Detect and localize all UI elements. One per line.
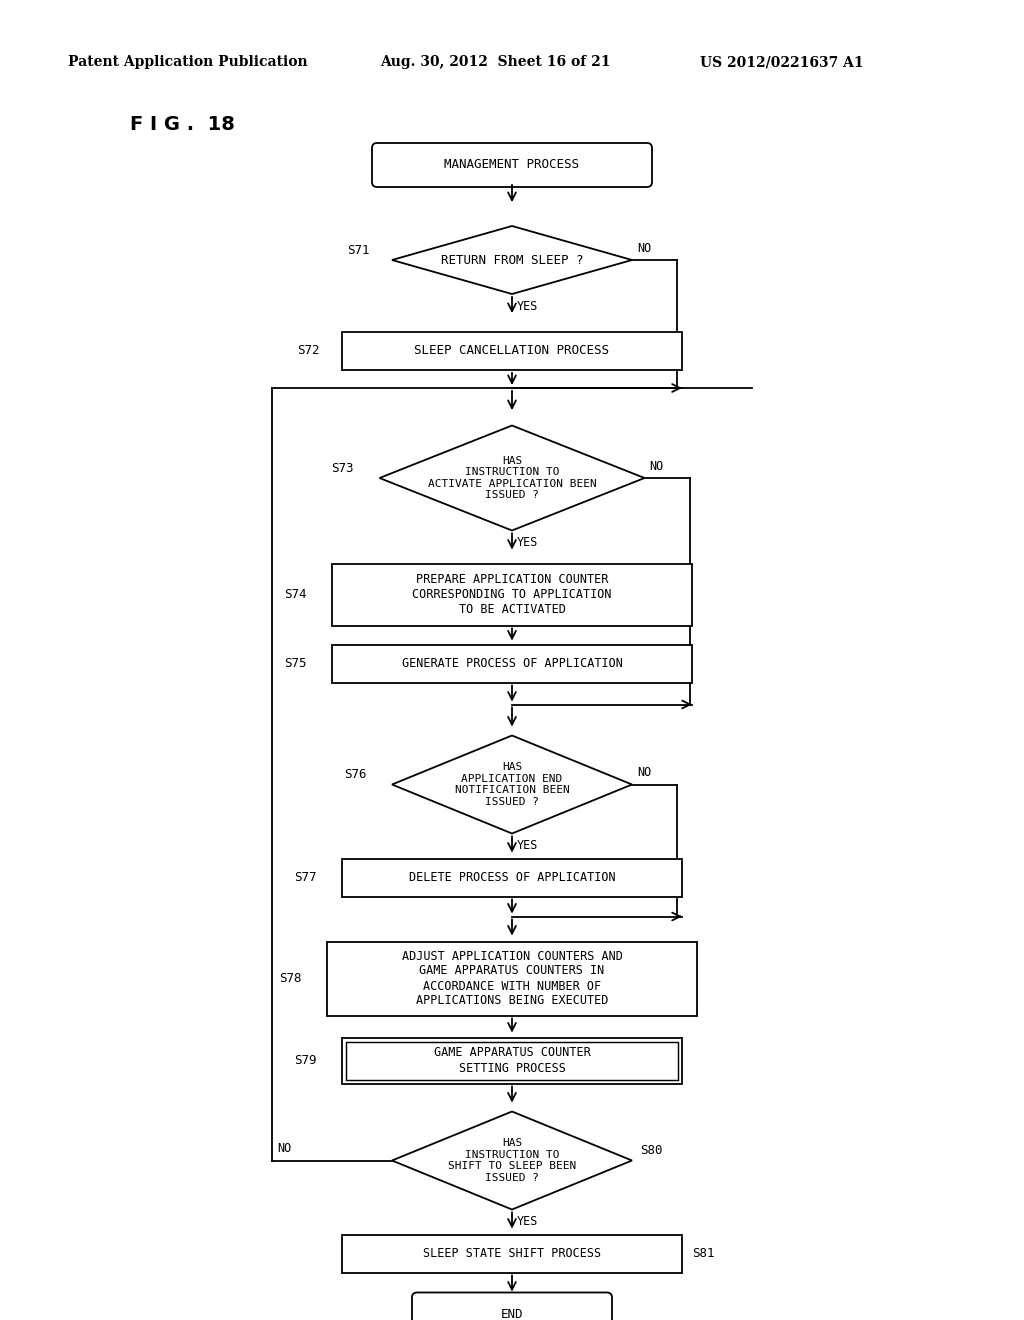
Bar — [327, 941, 697, 1015]
Text: MANAGEMENT PROCESS: MANAGEMENT PROCESS — [444, 158, 580, 172]
Bar — [332, 564, 692, 626]
Bar — [346, 1041, 678, 1080]
Text: S78: S78 — [279, 972, 301, 985]
Bar — [342, 333, 682, 370]
Text: S71: S71 — [347, 243, 370, 256]
Text: S73: S73 — [332, 462, 354, 474]
Text: RETURN FROM SLEEP ?: RETURN FROM SLEEP ? — [440, 253, 584, 267]
Text: NO: NO — [637, 766, 651, 779]
Text: S79: S79 — [294, 1053, 316, 1067]
Bar — [342, 1038, 682, 1084]
Text: HAS
INSTRUCTION TO
ACTIVATE APPLICATION BEEN
ISSUED ?: HAS INSTRUCTION TO ACTIVATE APPLICATION … — [428, 455, 596, 500]
Bar — [332, 644, 692, 682]
Polygon shape — [380, 425, 644, 531]
Bar — [342, 1234, 682, 1272]
Text: F I G .  18: F I G . 18 — [130, 115, 234, 135]
FancyBboxPatch shape — [372, 143, 652, 187]
Text: NO: NO — [637, 242, 651, 255]
Text: YES: YES — [517, 536, 539, 549]
Text: S81: S81 — [692, 1247, 715, 1261]
Text: SLEEP CANCELLATION PROCESS: SLEEP CANCELLATION PROCESS — [415, 345, 609, 358]
Text: NO: NO — [649, 459, 664, 473]
Text: US 2012/0221637 A1: US 2012/0221637 A1 — [700, 55, 863, 69]
Text: YES: YES — [517, 840, 539, 851]
Text: HAS
INSTRUCTION TO
SHIFT TO SLEEP BEEN
ISSUED ?: HAS INSTRUCTION TO SHIFT TO SLEEP BEEN I… — [447, 1138, 577, 1183]
Text: S77: S77 — [294, 871, 316, 884]
Text: Aug. 30, 2012  Sheet 16 of 21: Aug. 30, 2012 Sheet 16 of 21 — [380, 55, 610, 69]
Text: END: END — [501, 1308, 523, 1320]
Text: NO: NO — [278, 1142, 291, 1155]
Bar — [342, 858, 682, 896]
Text: S76: S76 — [344, 768, 367, 781]
Text: PREPARE APPLICATION COUNTER
CORRESPONDING TO APPLICATION
TO BE ACTIVATED: PREPARE APPLICATION COUNTER CORRESPONDIN… — [413, 573, 611, 616]
Text: DELETE PROCESS OF APPLICATION: DELETE PROCESS OF APPLICATION — [409, 871, 615, 884]
Polygon shape — [392, 1111, 632, 1209]
Polygon shape — [392, 226, 632, 294]
Text: HAS
APPLICATION END
NOTIFICATION BEEN
ISSUED ?: HAS APPLICATION END NOTIFICATION BEEN IS… — [455, 762, 569, 807]
Text: GAME APPARATUS COUNTER
SETTING PROCESS: GAME APPARATUS COUNTER SETTING PROCESS — [433, 1047, 591, 1074]
Text: YES: YES — [517, 1214, 539, 1228]
Text: S80: S80 — [640, 1144, 663, 1158]
Polygon shape — [392, 735, 632, 833]
Text: S75: S75 — [284, 657, 306, 671]
Text: SLEEP STATE SHIFT PROCESS: SLEEP STATE SHIFT PROCESS — [423, 1247, 601, 1261]
Text: Patent Application Publication: Patent Application Publication — [68, 55, 307, 69]
Text: S72: S72 — [297, 345, 319, 358]
Text: YES: YES — [517, 300, 539, 313]
FancyBboxPatch shape — [412, 1292, 612, 1320]
Text: ADJUST APPLICATION COUNTERS AND
GAME APPARATUS COUNTERS IN
ACCORDANCE WITH NUMBE: ADJUST APPLICATION COUNTERS AND GAME APP… — [401, 949, 623, 1007]
Text: S74: S74 — [284, 587, 306, 601]
Text: GENERATE PROCESS OF APPLICATION: GENERATE PROCESS OF APPLICATION — [401, 657, 623, 671]
